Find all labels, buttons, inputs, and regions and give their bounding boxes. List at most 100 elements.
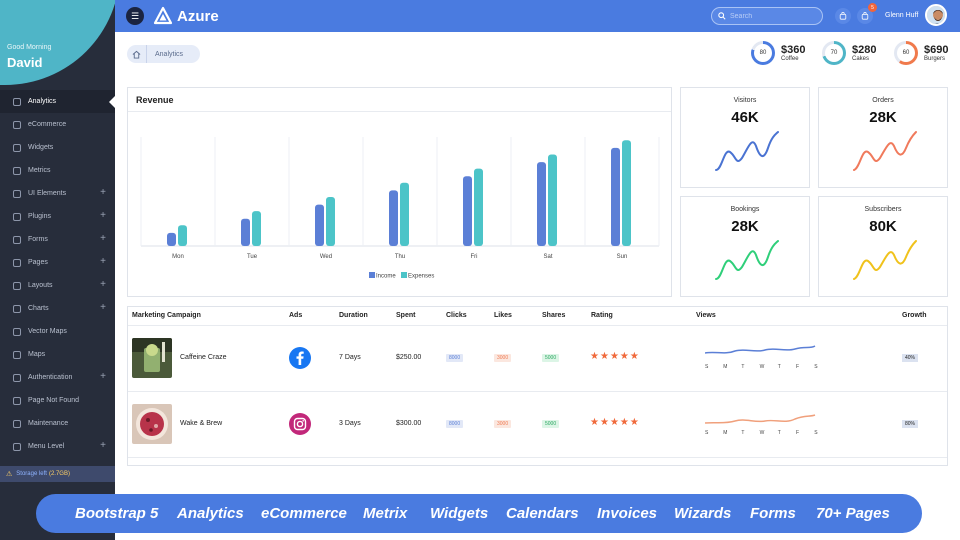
menu-icon xyxy=(13,442,21,451)
sidebar-item[interactable]: Analytics xyxy=(0,90,115,113)
sidebar-item-label: Maintenance xyxy=(28,420,69,427)
views-day-label: S xyxy=(705,364,709,370)
sidebar-item[interactable]: Maintenance xyxy=(0,412,115,435)
sidebar-item[interactable]: Widgets xyxy=(0,136,115,159)
sidebar-item[interactable]: eCommerce xyxy=(0,113,115,136)
column-header[interactable]: Rating xyxy=(591,312,613,319)
banner-item: Analytics xyxy=(177,505,244,522)
column-header[interactable]: Views xyxy=(696,312,716,319)
kpi-label: Cakes xyxy=(852,56,870,62)
revenue-card: Revenue Mon Tue Wed Thu Fri Sat Sun Income Expen… xyxy=(127,87,672,297)
star-icon: ★ xyxy=(590,351,600,362)
bar-income xyxy=(611,147,620,246)
column-header[interactable]: Shares xyxy=(542,312,566,319)
sidebar-item-label: Page Not Found xyxy=(28,397,79,404)
sidebar-item[interactable]: Forms + xyxy=(0,228,115,251)
bar-income xyxy=(241,218,250,246)
kpi-label: Burgers xyxy=(924,56,946,62)
sidebar-item-label: Vector Maps xyxy=(28,328,67,335)
app-logo[interactable]: Azure xyxy=(153,6,219,26)
sidebar-header-decoration xyxy=(0,0,115,85)
bar-income xyxy=(315,204,324,246)
legend-label: Expenses xyxy=(408,274,434,280)
campaign-image xyxy=(132,338,172,378)
marketing-campaign-table: Marketing Campaign Ads Duration Spent Clicks… xyxy=(127,306,948,466)
search-icon xyxy=(718,12,726,20)
column-header[interactable]: Marketing Campaign xyxy=(132,312,201,319)
bar-income xyxy=(463,176,472,246)
menu-toggle-button[interactable]: ☰ xyxy=(126,7,144,25)
kpi-percent: 80 xyxy=(759,50,767,56)
gauge-icon xyxy=(13,97,21,106)
views-sparkline xyxy=(705,345,816,354)
column-header[interactable]: Likes xyxy=(494,312,512,319)
star-icon: ★ xyxy=(599,351,610,362)
sidebar-item[interactable]: Menu Level + xyxy=(0,435,115,458)
column-header[interactable]: Duration xyxy=(339,312,368,319)
search-input[interactable] xyxy=(730,12,810,20)
home-breadcrumb-link[interactable] xyxy=(127,45,147,63)
sidebar-item[interactable]: UI Elements + xyxy=(0,182,115,205)
sidebar-item[interactable]: Metrics xyxy=(0,159,115,182)
feature-banner: Bootstrap 5 Analytics eCommerce Metrix Widge… xyxy=(36,494,922,533)
app-name: Azure xyxy=(177,7,219,25)
sidebar-item[interactable]: Charts + xyxy=(0,297,115,320)
x-tick-label: Sat xyxy=(543,254,552,260)
avatar[interactable] xyxy=(925,4,947,26)
kpi-item: 70 $280 Cakes xyxy=(822,41,876,65)
views-day-label: S xyxy=(705,430,709,436)
rating-stars: ★★★★★ xyxy=(590,351,640,362)
sidebar-item[interactable]: Maps xyxy=(0,343,115,366)
star-icon: ★ xyxy=(590,417,600,428)
stat-card: Subscribers 80K xyxy=(818,196,948,297)
column-header[interactable]: Growth xyxy=(902,312,927,319)
sidebar-item-label: Pages xyxy=(28,259,48,266)
plus-icon: + xyxy=(100,371,106,382)
sidebar-item[interactable]: Layouts + xyxy=(0,274,115,297)
shares-badge: 5000 xyxy=(542,354,560,362)
views-sparkline xyxy=(705,414,816,424)
sidebar-item[interactable]: Pages + xyxy=(0,251,115,274)
column-header[interactable]: Ads xyxy=(289,312,303,319)
pin-icon xyxy=(13,350,21,359)
column-header[interactable]: Clicks xyxy=(446,312,467,319)
layout-icon xyxy=(13,281,21,290)
file-icon xyxy=(13,258,21,267)
sidebar-item[interactable]: Plugins + xyxy=(0,205,115,228)
campaign-name[interactable]: Wake & Brew xyxy=(180,420,223,427)
sidebar-item-label: Maps xyxy=(28,351,46,358)
views-line xyxy=(705,414,816,424)
search-box[interactable] xyxy=(711,7,823,25)
plus-icon: + xyxy=(100,256,106,267)
warning-icon xyxy=(13,396,21,405)
likes-badge: 3000 xyxy=(494,354,512,362)
cart-button[interactable] xyxy=(835,8,851,24)
sidebar-item[interactable]: Vector Maps xyxy=(0,320,115,343)
campaign-name[interactable]: Caffeine Craze xyxy=(180,354,227,361)
kpi-value: $360 xyxy=(781,44,806,56)
column-header[interactable]: Spent xyxy=(396,312,416,319)
sidebar-item[interactable]: Page Not Found xyxy=(0,389,115,412)
clicks-badge: 8000 xyxy=(446,420,464,428)
sparkline xyxy=(853,240,917,280)
sidebar-item[interactable]: Authentication + xyxy=(0,366,115,389)
views-day-label: T xyxy=(741,430,745,436)
banner-item: Calendars xyxy=(506,505,579,522)
banner-item: Widgets xyxy=(430,505,489,522)
instagram-icon xyxy=(289,413,311,435)
cart-icon xyxy=(13,120,21,129)
x-tick-label: Thu xyxy=(395,254,405,260)
star-icon: ★ xyxy=(629,417,640,428)
bar-income xyxy=(389,190,398,246)
views-day-label: F xyxy=(796,364,800,370)
growth-badge: 80% xyxy=(902,420,919,428)
notifications-button[interactable]: 5 xyxy=(857,3,877,24)
star-icon: ★ xyxy=(619,351,630,362)
plug-icon xyxy=(13,212,21,221)
star-icon: ★ xyxy=(609,417,620,428)
sidebar-item-label: Metrics xyxy=(28,167,51,174)
sidebar-item-label: Menu Level xyxy=(28,443,65,450)
warning-icon: ⚠ xyxy=(6,471,13,478)
user-name[interactable]: Glenn Huff xyxy=(885,12,919,19)
campaign-image xyxy=(132,404,172,444)
